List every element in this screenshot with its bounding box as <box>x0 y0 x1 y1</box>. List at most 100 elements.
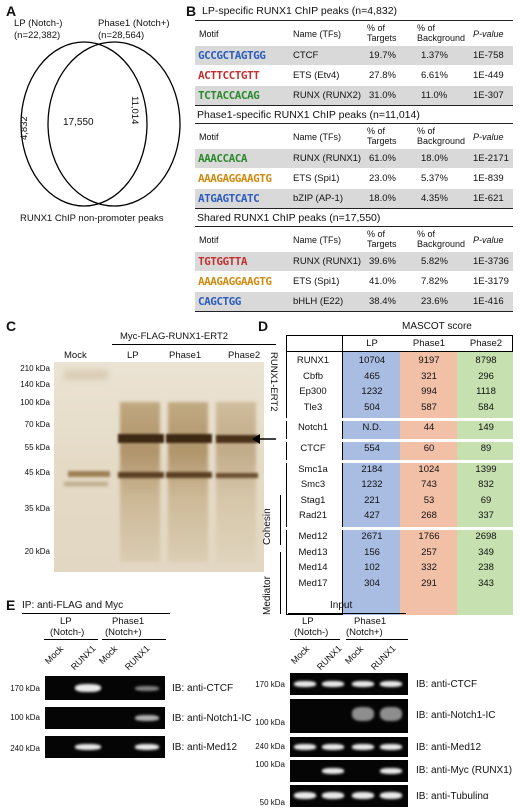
motif-targets: 27.8% <box>369 70 396 81</box>
mascot-score: 343 <box>478 577 494 589</box>
motif-row: AAAGAGGAAGTG ETS (Spi1) 23.0% 5.37% 1E-8… <box>195 168 513 188</box>
construct-label: Myc-FLAG-RUNX1-ERT2 <box>120 331 229 342</box>
motif-background: 18.0% <box>421 153 448 164</box>
ip-lp-label: LP <box>60 616 72 627</box>
gel-band <box>118 472 164 478</box>
gel-band <box>68 471 110 477</box>
mascot-score: 149 <box>478 422 494 434</box>
mascot-score: 291 <box>421 577 437 589</box>
motif-pvalue: 1E-449 <box>473 70 504 81</box>
panel-a-label: A <box>6 3 17 19</box>
header-pvalue: P-value <box>473 235 504 245</box>
lane-mock: Mock <box>64 350 87 361</box>
venn-diagram <box>20 41 181 207</box>
motif-table-header: Motif Name (TFs) % of Targets % of Backg… <box>195 227 513 251</box>
mascot-score: 44 <box>423 422 435 434</box>
lane-phase1: Phase1 <box>169 350 202 361</box>
lane-phase2: Phase2 <box>228 350 261 361</box>
ip-phase1-label: Phase1 <box>112 616 145 627</box>
mascot-score: 257 <box>421 546 437 558</box>
motif-pvalue: 1E-621 <box>473 193 504 204</box>
mascot-score: 2184 <box>361 463 383 475</box>
input-kda: 100 kDa <box>255 760 285 769</box>
panel-d-label: D <box>258 318 269 334</box>
motif-pvalue: 1E-307 <box>473 90 504 101</box>
input-lane-mock: Mock <box>342 643 366 666</box>
input-kda: 100 kDa <box>255 718 285 727</box>
ip-kda: 170 kDa <box>10 684 40 693</box>
mascot-score: 994 <box>421 386 437 398</box>
mascot-score: 337 <box>478 510 494 522</box>
header-pvalue: P-value <box>473 29 504 39</box>
ip-phase1-sub: (Notch+) <box>105 627 142 638</box>
protein-name: Rad21 <box>299 510 327 522</box>
ip-blot-ctcf <box>45 676 165 700</box>
motif-targets: 18.0% <box>369 193 396 204</box>
motif-background: 5.37% <box>421 173 448 184</box>
motif-logo: GCCGCTAGTGG <box>198 49 266 62</box>
mascot-score: 69 <box>480 494 492 506</box>
motif-targets: 23.0% <box>369 173 396 184</box>
gel-band <box>216 435 258 443</box>
input-blot-myc <box>290 760 408 782</box>
motif-logo: AAAGAGGAAGTG <box>198 275 272 288</box>
column-header-phase2: Phase2 <box>469 338 503 349</box>
input-kda: 240 kDa <box>255 742 285 751</box>
motif-targets: 41.0% <box>369 276 396 287</box>
lane-lp: LP <box>127 350 139 361</box>
input-blot-tubulin <box>290 785 408 807</box>
motif-tf-name: RUNX (RUNX2) <box>293 90 362 101</box>
mascot-score: 321 <box>421 370 437 382</box>
ip-ib-label: IB: anti-CTCF <box>172 683 234 694</box>
arrow-icon <box>252 434 276 444</box>
mascot-score: 2698 <box>475 531 497 542</box>
gel-smear <box>64 370 108 380</box>
mascot-score: 427 <box>364 510 380 522</box>
header-targets: % of Targets <box>367 229 397 249</box>
motif-tf-name: CTCF <box>293 50 319 61</box>
header-targets: % of Targets <box>367 23 397 43</box>
motif-logo: ACTTCCTGTT <box>198 69 260 82</box>
input-title: Input <box>330 600 353 611</box>
motif-pvalue: 1E-3179 <box>473 276 509 287</box>
header-background: % of Background <box>417 229 466 249</box>
mascot-score: 1232 <box>361 479 383 491</box>
header-background: % of Background <box>417 126 466 146</box>
header-background: % of Background <box>417 23 466 43</box>
ip-lane-mock: Mock <box>42 643 66 666</box>
motif-tf-name: bHLH (E22) <box>293 296 344 307</box>
motif-background: 4.35% <box>421 193 448 204</box>
motif-section-title: Phase1-specific RUNX1 ChIP peaks (n=11,0… <box>197 109 420 121</box>
motif-row: ATGAGTCATC bZIP (AP-1) 18.0% 4.35% 1E-62… <box>195 188 513 208</box>
cohesin-bracket <box>280 495 281 545</box>
motif-tf-name: ETS (Etv4) <box>293 70 340 81</box>
motif-section-title: LP-specific RUNX1 ChIP peaks (n=4,832) <box>202 5 398 17</box>
marker-label: 55 kDa <box>24 443 50 452</box>
ip-ib-label: IB: anti-Notch1-IC <box>172 713 252 724</box>
mascot-score: 743 <box>421 479 437 491</box>
marker-label: 20 kDa <box>24 547 50 556</box>
venn-lp-count: (n=22,382) <box>14 30 61 41</box>
protein-name: Tle3 <box>303 401 323 413</box>
motif-pvalue: 1E-758 <box>473 50 504 61</box>
header-motif: Motif <box>199 29 219 39</box>
venn-phase1-count: (n=28,564) <box>98 30 145 41</box>
motif-logo: CAGCTGG <box>198 295 241 308</box>
motif-background: 23.6% <box>421 296 448 307</box>
input-lane-mock: Mock <box>288 643 312 666</box>
column-header-phase1: Phase1 <box>412 338 446 349</box>
phase2-column-fill <box>457 352 513 615</box>
mascot-score: 9197 <box>418 355 440 366</box>
mascot-score: 238 <box>478 562 494 574</box>
mascot-score: 60 <box>423 443 435 454</box>
motif-pvalue: 1E-2171 <box>473 153 509 164</box>
protein-name: Med12 <box>298 531 328 542</box>
group-separator <box>286 418 513 422</box>
mascot-score: 349 <box>478 546 494 558</box>
motif-logo: ATGAGTCATC <box>198 192 260 205</box>
ip-blot-notch1 <box>45 707 165 729</box>
mascot-score: 465 <box>364 370 380 382</box>
protein-name: Ep300 <box>299 386 327 398</box>
silver-stain-gel <box>54 362 264 572</box>
header-motif: Motif <box>199 235 219 245</box>
